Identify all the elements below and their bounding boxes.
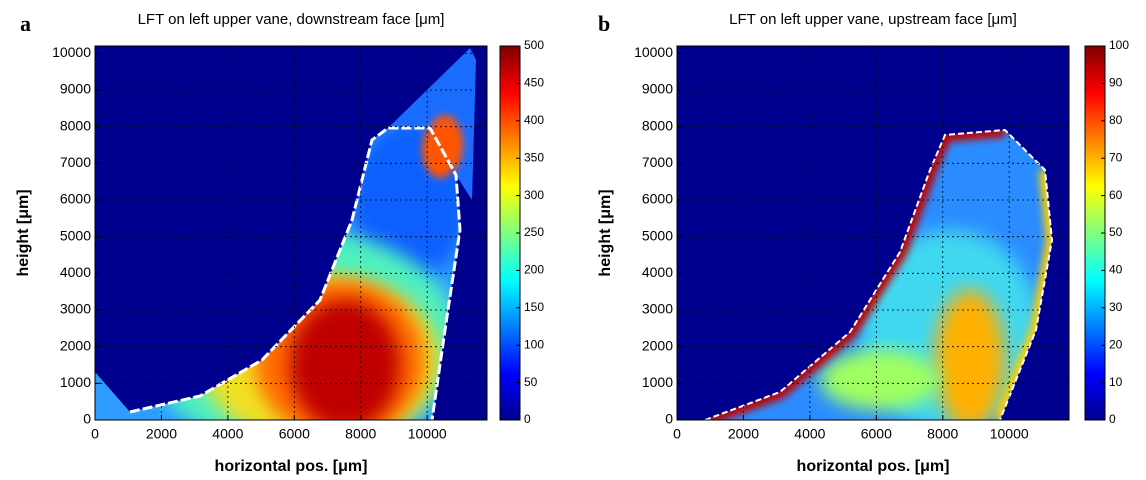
y-tick-label: 10000 bbox=[52, 44, 91, 60]
x-tick-label: 4000 bbox=[794, 426, 825, 442]
x-tick-label: 2000 bbox=[146, 426, 177, 442]
y-tick-label: 7000 bbox=[60, 154, 91, 170]
colorbar-tick-label: 350 bbox=[524, 150, 544, 164]
chart-title: LFT on left upper vane, downstream face … bbox=[138, 11, 445, 28]
colorbar-tick-label: 40 bbox=[1109, 263, 1123, 277]
colorbar-tick-label: 90 bbox=[1109, 76, 1123, 90]
x-tick-label: 4000 bbox=[212, 426, 243, 442]
x-tick-label: 0 bbox=[91, 426, 99, 442]
colorbar-tick-label: 150 bbox=[524, 300, 544, 314]
colorbar-tick-label: 100 bbox=[1109, 38, 1129, 52]
colorbar-tick-label: 80 bbox=[1109, 113, 1123, 127]
y-tick-label: 6000 bbox=[60, 191, 91, 207]
colorbar-tick-label: 500 bbox=[524, 38, 544, 52]
y-tick-label: 2000 bbox=[60, 337, 91, 353]
heatmap-field-b bbox=[677, 46, 1069, 421]
x-tick-label: 6000 bbox=[861, 426, 892, 442]
y-tick-label: 9000 bbox=[642, 81, 673, 97]
y-tick-label: 9000 bbox=[60, 81, 91, 97]
heatmap-field-a bbox=[95, 46, 487, 421]
plot-frame bbox=[676, 45, 1070, 421]
y-tick-label: 3000 bbox=[642, 301, 673, 317]
colorbar-tick-label: 70 bbox=[1109, 150, 1123, 164]
panel-label: b bbox=[598, 11, 610, 36]
colorbar-tick-label: 30 bbox=[1109, 300, 1123, 314]
y-axis-label: height [μm] bbox=[15, 189, 32, 276]
x-tick-label: 0 bbox=[673, 426, 681, 442]
y-tick-label: 8000 bbox=[642, 117, 673, 133]
colorbar-tick-label: 0 bbox=[1109, 412, 1116, 426]
x-tick-label: 10000 bbox=[408, 426, 447, 442]
y-tick-label: 5000 bbox=[60, 227, 91, 243]
colorbar-tick-label: 400 bbox=[524, 113, 544, 127]
plot-frame bbox=[94, 45, 488, 421]
colorbar-tick-label: 100 bbox=[524, 337, 544, 351]
colorbar-tick-label: 450 bbox=[524, 76, 544, 90]
y-tick-label: 8000 bbox=[60, 117, 91, 133]
y-tick-label: 0 bbox=[665, 411, 673, 427]
colorbar-tick-label: 300 bbox=[524, 188, 544, 202]
colorbar-tick-label: 50 bbox=[524, 375, 538, 389]
y-tick-label: 5000 bbox=[642, 227, 673, 243]
x-tick-label: 8000 bbox=[927, 426, 958, 442]
colorbar-tick-label: 0 bbox=[524, 412, 531, 426]
colorbar-tick-label: 20 bbox=[1109, 337, 1123, 351]
y-tick-label: 4000 bbox=[60, 264, 91, 280]
y-tick-label: 0 bbox=[83, 411, 91, 427]
y-tick-label: 4000 bbox=[642, 264, 673, 280]
x-tick-label: 6000 bbox=[279, 426, 310, 442]
colorbar-tick-label: 10 bbox=[1109, 375, 1123, 389]
colorbar-tick-label: 200 bbox=[524, 263, 544, 277]
x-axis-label: horizontal pos. [μm] bbox=[797, 458, 950, 475]
y-tick-label: 7000 bbox=[642, 154, 673, 170]
y-tick-label: 6000 bbox=[642, 191, 673, 207]
y-tick-label: 10000 bbox=[634, 44, 673, 60]
y-tick-label: 3000 bbox=[60, 301, 91, 317]
y-tick-label: 1000 bbox=[60, 374, 91, 390]
y-axis-label: height [μm] bbox=[597, 189, 614, 276]
y-tick-label: 2000 bbox=[642, 337, 673, 353]
chart-title: LFT on left upper vane, upstream face [μ… bbox=[729, 11, 1017, 28]
x-tick-label: 2000 bbox=[728, 426, 759, 442]
colorbar-tick-label: 50 bbox=[1109, 225, 1123, 239]
x-tick-label: 10000 bbox=[990, 426, 1029, 442]
x-axis-label: horizontal pos. [μm] bbox=[215, 458, 368, 475]
x-tick-label: 8000 bbox=[345, 426, 376, 442]
y-tick-label: 1000 bbox=[642, 374, 673, 390]
colorbar-tick-label: 60 bbox=[1109, 188, 1123, 202]
panel-label: a bbox=[20, 11, 31, 36]
colorbar-tick-label: 250 bbox=[524, 225, 544, 239]
